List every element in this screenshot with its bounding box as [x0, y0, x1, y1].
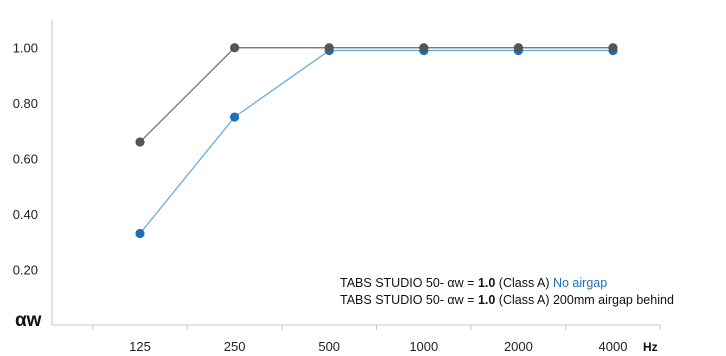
data-point: [608, 43, 618, 53]
y-tick-label: 0.80: [13, 96, 38, 111]
y-tick-label: 0.60: [13, 152, 38, 167]
x-axis-unit: Hz: [643, 340, 658, 354]
series-line: [139, 47, 613, 143]
x-tick-label: 250: [224, 339, 246, 354]
legend-prefix: TABS STUDIO 50- αw =: [340, 276, 478, 290]
axes: [51, 20, 661, 330]
legend-prefix: TABS STUDIO 50- αw =: [340, 293, 478, 307]
series-airgap-200mm: [135, 43, 618, 147]
data-point: [324, 43, 334, 53]
data-point: [135, 228, 145, 239]
data-point: [513, 43, 524, 53]
legend: TABS STUDIO 50- αw = 1.0 (Class A) No ai…: [340, 276, 674, 307]
legend-class: (Class A): [495, 276, 553, 290]
legend-class: (Class A): [495, 293, 553, 307]
data-point: [230, 112, 240, 122]
x-tick-label: 1000: [409, 339, 438, 354]
data-point: [135, 137, 145, 147]
y-tick-label: 0.40: [13, 207, 38, 222]
y-tick-labels: 0.20 0.40 0.60 0.80 1.00: [13, 41, 38, 278]
y-axis-title: αw: [15, 310, 42, 331]
legend-series-name: No airgap: [553, 276, 607, 290]
series-line: [139, 49, 613, 234]
legend-value: 1.0: [478, 276, 495, 290]
x-tick-label: 2000: [504, 339, 533, 354]
y-tick-label: 1.00: [13, 41, 38, 56]
legend-value: 1.0: [478, 293, 495, 307]
legend-series-name: 200mm airgap behind: [553, 293, 674, 307]
x-tick-labels: 125 250 500 1000 2000 4000: [129, 339, 627, 354]
data-point: [419, 43, 429, 53]
legend-entry: TABS STUDIO 50- αw = 1.0 (Class A) 200mm…: [340, 293, 674, 307]
x-tick-label: 4000: [599, 339, 628, 354]
x-tick-label: 500: [318, 339, 340, 354]
legend-entry: TABS STUDIO 50- αw = 1.0 (Class A) No ai…: [340, 276, 607, 290]
data-point: [230, 43, 240, 53]
y-tick-label: 0.20: [13, 263, 38, 278]
x-tick-label: 125: [129, 339, 151, 354]
series-layer: [135, 43, 618, 239]
